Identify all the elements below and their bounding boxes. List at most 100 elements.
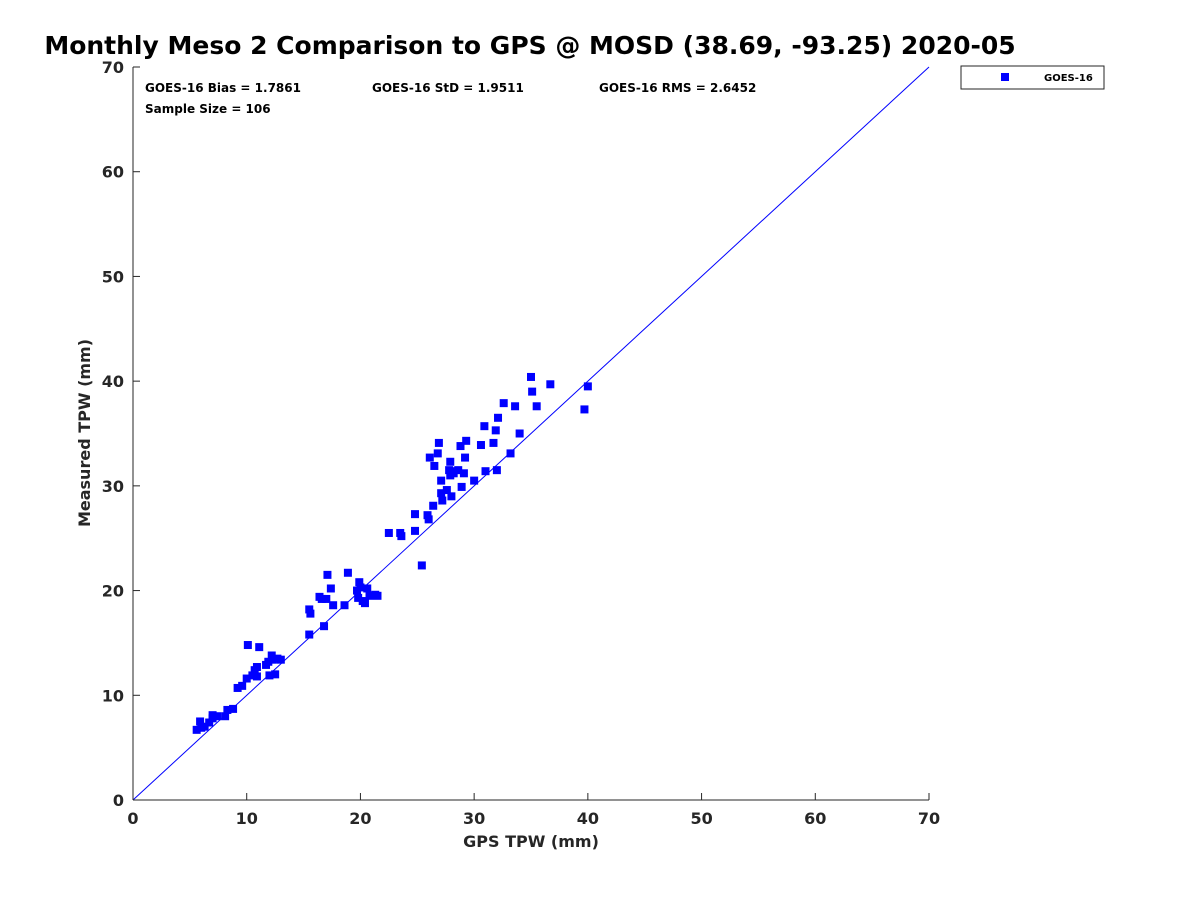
data-point (340, 601, 349, 610)
data-point (196, 717, 205, 726)
data-point (238, 681, 247, 690)
data-point (492, 466, 501, 475)
data-point (528, 387, 537, 396)
rms-stat: GOES-16 RMS = 2.6452 (599, 81, 756, 95)
data-point (252, 672, 261, 681)
data-point (411, 510, 420, 519)
data-point (470, 476, 479, 485)
data-point (446, 457, 455, 466)
data-point (438, 496, 447, 505)
y-tick-label: 50 (102, 267, 124, 286)
data-point (265, 671, 274, 680)
y-tick-label: 0 (113, 791, 124, 810)
data-point (267, 651, 276, 660)
data-point (356, 583, 365, 592)
data-point (242, 674, 251, 683)
x-tick-label: 40 (577, 809, 599, 828)
data-point (449, 469, 458, 478)
data-point (329, 601, 338, 610)
data-point (494, 413, 503, 422)
data-point (506, 449, 515, 458)
data-point (462, 436, 471, 445)
data-point (323, 570, 332, 579)
data-point (326, 584, 335, 593)
x-tick-label: 60 (804, 809, 826, 828)
y-axis-ticks: 0 10 20 30 40 50 60 70 (102, 58, 140, 810)
plot-area: 0 10 20 30 40 50 60 70 0 10 20 30 40 50 60 70 (102, 58, 940, 828)
y-axis-label: Measured TPW (mm) (75, 339, 94, 527)
data-point (429, 501, 438, 510)
y-tick-label: 60 (102, 163, 124, 182)
data-point (360, 599, 369, 608)
data-point (457, 482, 466, 491)
data-point (223, 705, 232, 714)
data-point (317, 594, 326, 603)
one-to-one-line (132, 66, 930, 801)
data-point (481, 467, 490, 476)
y-tick-label: 70 (102, 58, 124, 77)
data-points (192, 372, 592, 734)
data-point (355, 578, 364, 587)
x-tick-label: 30 (463, 809, 485, 828)
data-point (322, 594, 331, 603)
y-tick-label: 40 (102, 372, 124, 391)
data-point (365, 591, 374, 600)
data-point (546, 380, 555, 389)
legend-marker (1001, 73, 1009, 81)
data-point (221, 712, 230, 721)
bias-stat: GOES-16 Bias = 1.7861 (145, 81, 301, 95)
data-point (511, 402, 520, 411)
x-tick-label: 50 (690, 809, 712, 828)
x-tick-label: 70 (918, 809, 940, 828)
data-point (354, 593, 363, 602)
data-point (491, 426, 500, 435)
data-point (461, 453, 470, 462)
data-point (476, 441, 485, 450)
data-point (433, 449, 442, 458)
data-point (434, 438, 443, 447)
data-point (200, 722, 209, 731)
data-point (229, 704, 238, 713)
data-point (192, 725, 201, 734)
data-point (515, 429, 524, 438)
data-point (423, 511, 432, 520)
x-axis-label: GPS TPW (mm) (463, 832, 599, 851)
data-point (583, 382, 592, 391)
chart-title: Monthly Meso 2 Comparison to GPS @ MOSD … (44, 31, 1015, 60)
data-point (276, 655, 285, 664)
stats-annotations: GOES-16 Bias = 1.7861 GOES-16 StD = 1.95… (145, 81, 756, 116)
data-point (305, 630, 314, 639)
x-tick-label: 20 (349, 809, 371, 828)
legend-box (960, 65, 1105, 90)
data-point (532, 402, 541, 411)
data-point (527, 372, 535, 381)
data-point (243, 641, 252, 650)
data-point (411, 526, 420, 535)
data-point (208, 711, 217, 720)
data-point (255, 643, 264, 652)
data-point (268, 655, 277, 664)
data-point (442, 486, 451, 495)
x-axis-ticks: 0 10 20 30 40 50 60 70 (127, 793, 940, 828)
data-point (454, 466, 463, 475)
data-point (264, 657, 273, 666)
data-point (248, 671, 257, 680)
data-point (252, 663, 261, 672)
x-tick-label: 10 (236, 809, 258, 828)
data-point (489, 438, 498, 447)
y-tick-label: 10 (102, 686, 124, 705)
data-point (233, 683, 242, 692)
y-tick-label: 20 (102, 582, 124, 601)
data-point (417, 561, 426, 570)
legend: GOES-16 (960, 65, 1105, 90)
std-stat: GOES-16 StD = 1.9511 (372, 81, 524, 95)
data-point (343, 568, 352, 577)
data-point (430, 461, 439, 470)
data-point (373, 591, 382, 600)
data-point (205, 718, 214, 727)
data-point (397, 532, 406, 541)
data-point (363, 584, 372, 593)
data-point (384, 528, 393, 537)
x-tick-label: 0 (127, 809, 138, 828)
